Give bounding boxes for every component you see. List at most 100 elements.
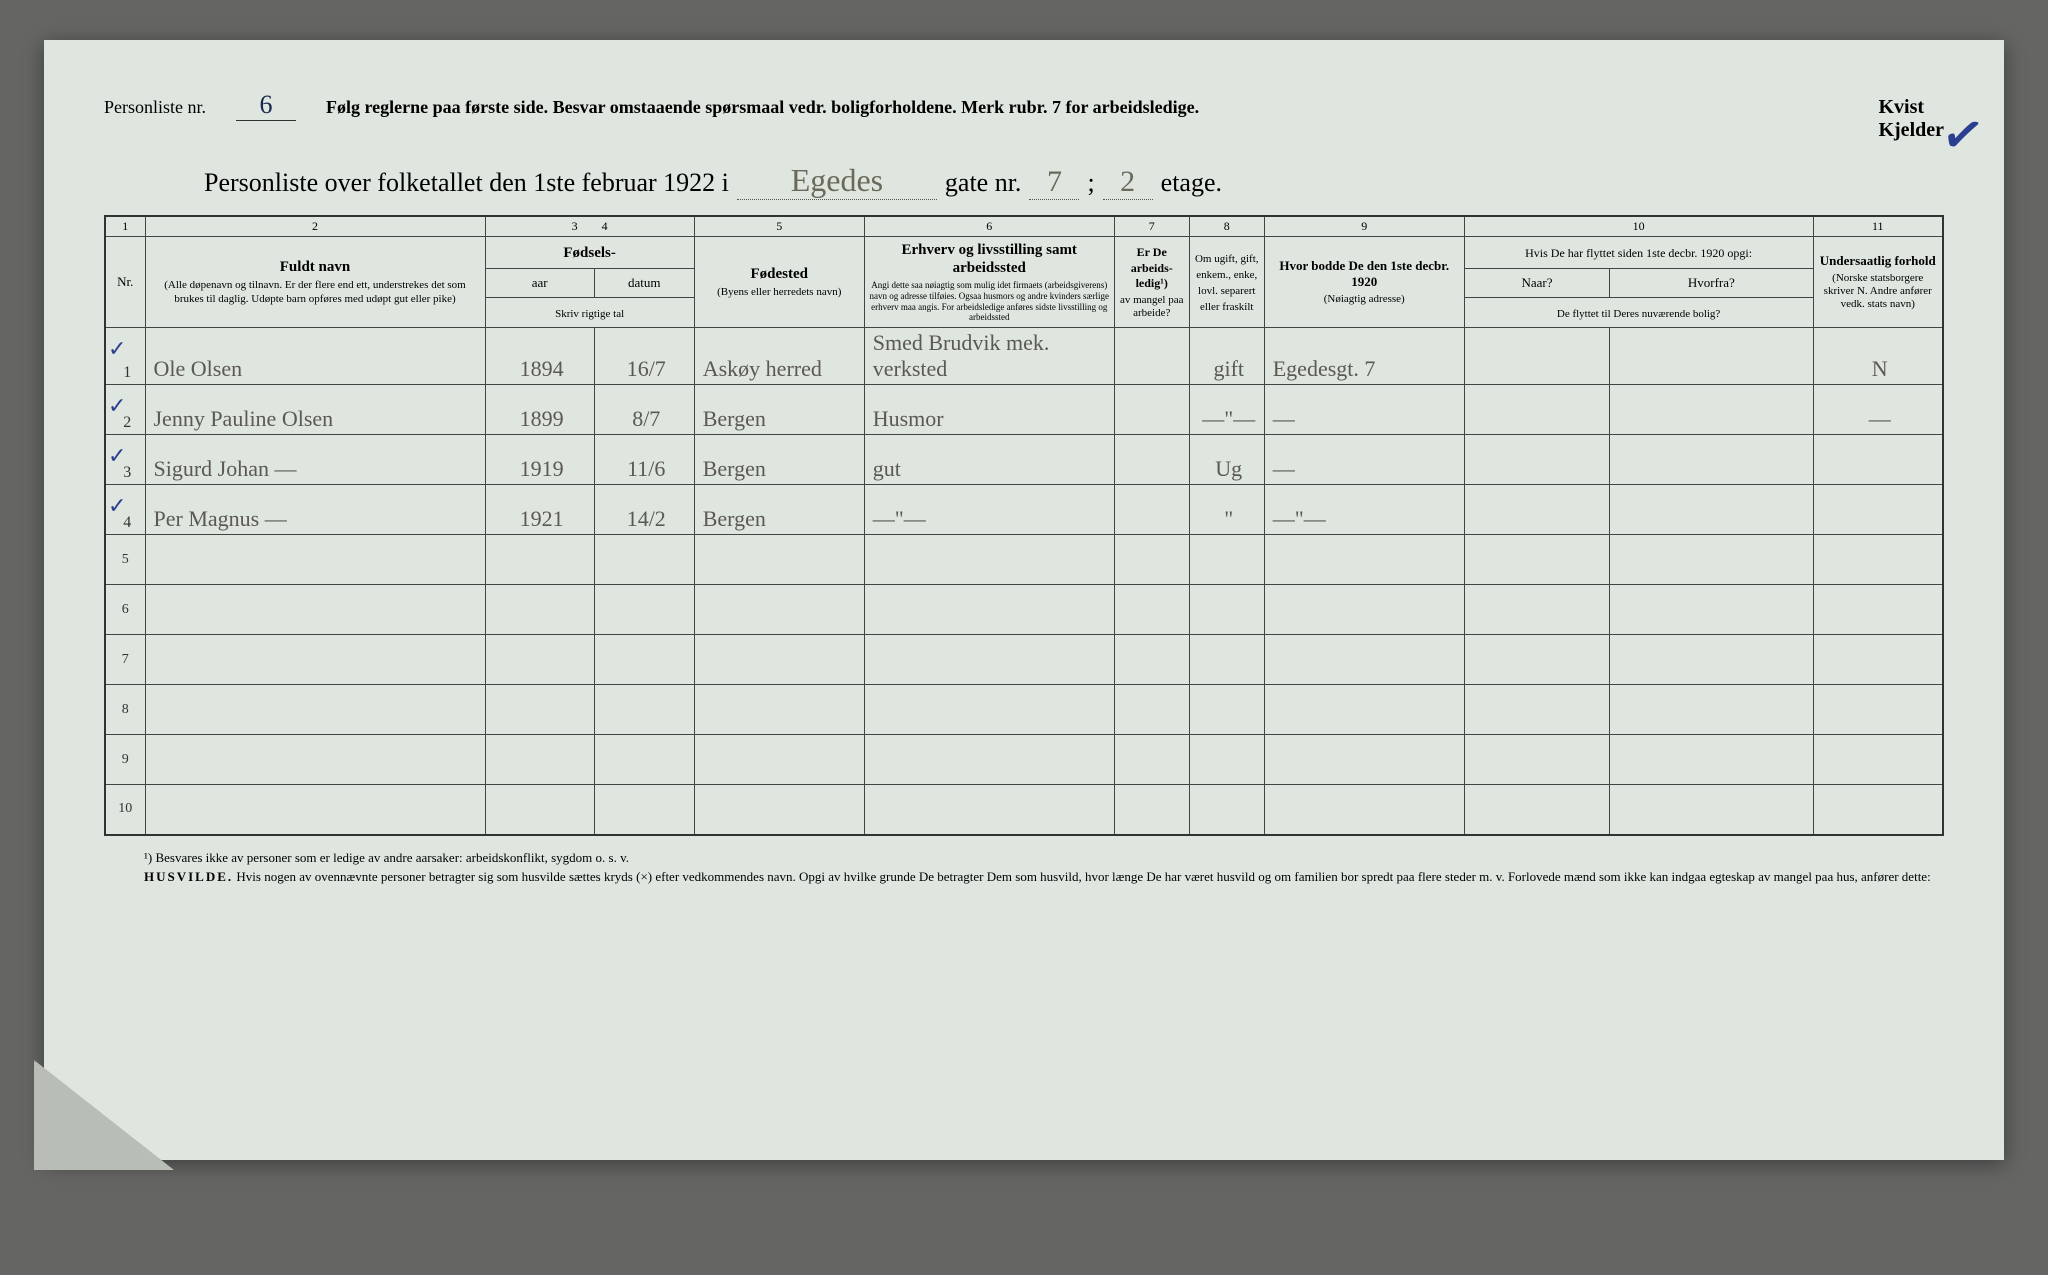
footnote-2: HUSVILDE. Hvis nogen av ovennævnte perso… xyxy=(144,867,1944,887)
cell-nr: ✓4 xyxy=(105,485,145,535)
cell-empty xyxy=(864,735,1114,785)
table-row-empty: 8 xyxy=(105,685,1943,735)
cell-empty xyxy=(1264,535,1464,585)
personliste-nr: 6 xyxy=(236,90,296,121)
cell-empty xyxy=(1610,635,1813,685)
cell-empty xyxy=(594,585,694,635)
cell-naar xyxy=(1464,385,1609,435)
table-row-empty: 6 xyxy=(105,585,1943,635)
cell-datum: 16/7 xyxy=(594,328,694,385)
col-navn-main: Fuldt navn xyxy=(280,259,350,275)
col-bodde-main: Hvor bodde De den 1ste decbr. 1920 xyxy=(1279,258,1449,289)
cell-empty xyxy=(485,635,594,685)
cell-nr: 5 xyxy=(105,535,145,585)
col-navn: Fuldt navn (Alle døpenavn og tilnavn. Er… xyxy=(145,237,485,328)
cell-nr: 9 xyxy=(105,735,145,785)
cell-empty xyxy=(145,785,485,835)
cell-aar: 1899 xyxy=(485,385,594,435)
table-row: ✓1Ole Olsen189416/7Askøy herredSmed Brud… xyxy=(105,328,1943,385)
cell-fodested: Bergen xyxy=(694,385,864,435)
cell-nr: ✓1 xyxy=(105,328,145,385)
cell-empty xyxy=(1114,635,1189,685)
cell-empty xyxy=(1189,585,1264,635)
cell-empty xyxy=(864,535,1114,585)
cell-nr: ✓3 xyxy=(105,435,145,485)
table-row: ✓4Per Magnus —192114/2Bergen—"—"—"— xyxy=(105,485,1943,535)
colnum-2: 2 xyxy=(145,216,485,237)
cell-empty xyxy=(1464,635,1609,685)
cell-forhold: — xyxy=(1813,385,1943,435)
cell-empty xyxy=(694,685,864,735)
semicolon: ; xyxy=(1087,168,1094,198)
cell-status: gift xyxy=(1189,328,1264,385)
cell-ledig xyxy=(1114,385,1189,435)
cell-ledig xyxy=(1114,328,1189,385)
colnum-8: 8 xyxy=(1189,216,1264,237)
husvilde-label: HUSVILDE. xyxy=(144,869,233,884)
cell-nr: 6 xyxy=(105,585,145,635)
cell-empty xyxy=(1114,585,1189,635)
cell-navn: Jenny Pauline Olsen xyxy=(145,385,485,435)
etage-label: etage. xyxy=(1161,168,1222,198)
col-fodested-sub: (Byens eller herredets navn) xyxy=(699,286,860,299)
cell-empty xyxy=(1189,735,1264,785)
cell-forhold: N xyxy=(1813,328,1943,385)
cell-bodde: Egedesgt. 7 xyxy=(1264,328,1464,385)
cell-erhverv: —"— xyxy=(864,485,1114,535)
etage-nr: 2 xyxy=(1103,165,1153,200)
colnum-11: 11 xyxy=(1813,216,1943,237)
column-header-row-1: Nr. Fuldt navn (Alle døpenavn og tilnavn… xyxy=(105,237,1943,269)
col-flyttet-main: Hvis De har flyttet siden 1ste decbr. 19… xyxy=(1525,246,1752,260)
cell-empty xyxy=(1464,685,1609,735)
cell-nr: 10 xyxy=(105,785,145,835)
column-number-row: 1 2 3 4 5 6 7 8 9 10 11 xyxy=(105,216,1943,237)
cell-naar xyxy=(1464,485,1609,535)
cell-empty xyxy=(1464,535,1609,585)
cell-erhverv: Smed Brudvik mek. verksted xyxy=(864,328,1114,385)
cell-forhold xyxy=(1813,485,1943,535)
cell-empty xyxy=(485,735,594,785)
title-row: Personliste over folketallet den 1ste fe… xyxy=(104,162,1944,200)
cell-erhverv: Husmor xyxy=(864,385,1114,435)
kjelder-label: Kjelder xyxy=(1878,119,1944,142)
cell-empty xyxy=(1813,535,1943,585)
cell-datum: 14/2 xyxy=(594,485,694,535)
colnum-6: 6 xyxy=(864,216,1114,237)
cell-empty xyxy=(594,735,694,785)
cell-nr: 7 xyxy=(105,635,145,685)
col-status: Om ugift, gift, enkem., enke, lovl. sepa… xyxy=(1189,237,1264,328)
cell-hvorfra xyxy=(1610,328,1813,385)
col-fodsels: Fødsels- xyxy=(485,237,694,269)
cell-empty xyxy=(1813,685,1943,735)
col-fodested: Fødested (Byens eller herredets navn) xyxy=(694,237,864,328)
cell-empty xyxy=(1114,785,1189,835)
col-fodested-main: Fødested xyxy=(750,266,808,282)
footnote-1: ¹) Besvares ikke av personer som er ledi… xyxy=(144,848,1944,868)
cell-empty xyxy=(1610,685,1813,735)
cell-status: Ug xyxy=(1189,435,1264,485)
col-forhold-main: Undersaatlig forhold xyxy=(1820,253,1936,268)
cell-empty xyxy=(1813,635,1943,685)
header-instructions: Følg reglerne paa første side. Besvar om… xyxy=(326,97,1199,118)
cell-fodested: Askøy herred xyxy=(694,328,864,385)
col-status-main: Om ugift, gift, enkem., enke, lovl. sepa… xyxy=(1195,253,1259,314)
cell-empty xyxy=(1264,685,1464,735)
cell-empty xyxy=(1264,635,1464,685)
cell-empty xyxy=(485,585,594,635)
colnum-1: 1 xyxy=(105,216,145,237)
col-ledig: Er De arbeids-ledig¹) av mangel paa arbe… xyxy=(1114,237,1189,328)
table-row: ✓3Sigurd Johan —191911/6BergengutUg— xyxy=(105,435,1943,485)
colnum-7: 7 xyxy=(1114,216,1189,237)
cell-empty xyxy=(694,535,864,585)
cell-hvorfra xyxy=(1610,435,1813,485)
cell-ledig xyxy=(1114,485,1189,535)
cell-empty xyxy=(485,685,594,735)
cell-status: —"— xyxy=(1189,385,1264,435)
cell-datum: 11/6 xyxy=(594,435,694,485)
footnotes: ¹) Besvares ikke av personer som er ledi… xyxy=(104,848,1944,887)
cell-aar: 1894 xyxy=(485,328,594,385)
cell-empty xyxy=(864,785,1114,835)
cell-empty xyxy=(1114,685,1189,735)
col-nr: Nr. xyxy=(105,237,145,328)
cell-hvorfra xyxy=(1610,485,1813,535)
